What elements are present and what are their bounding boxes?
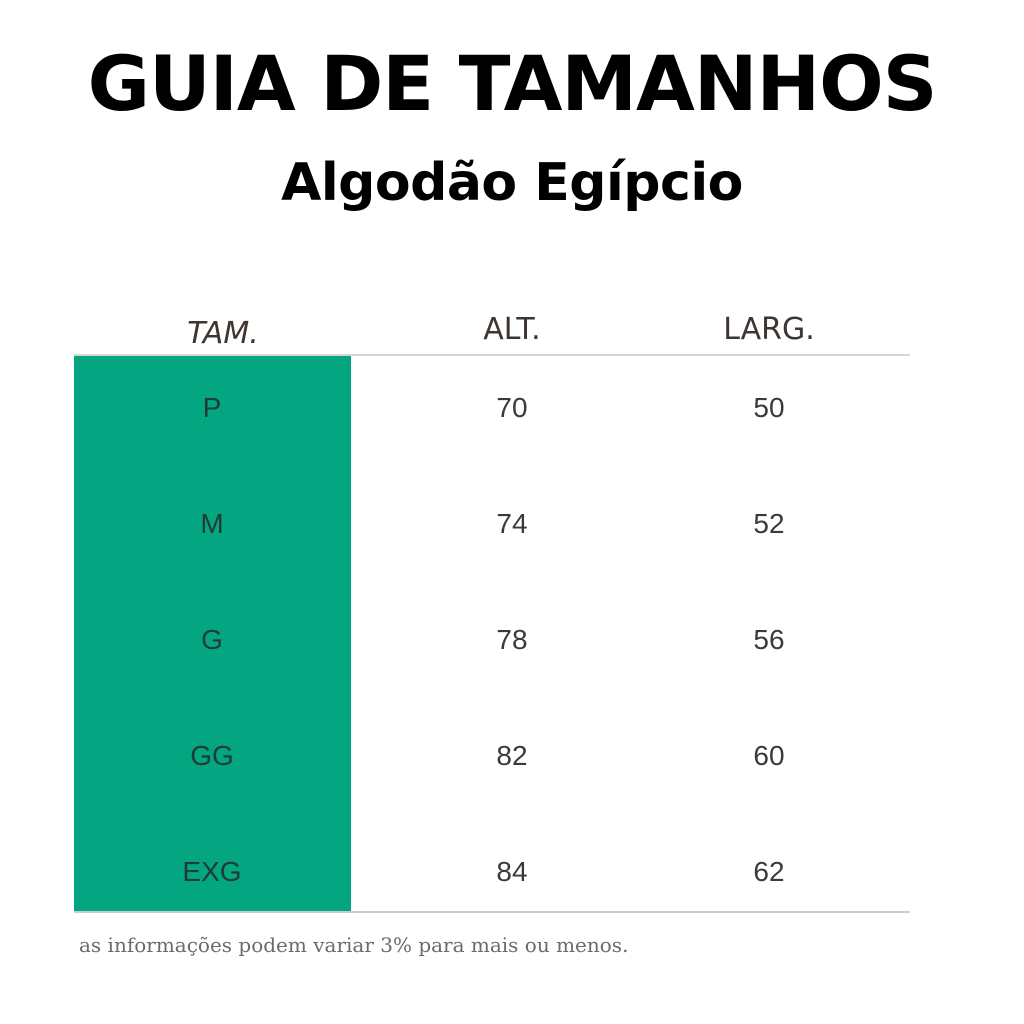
page-subtitle: Algodão Egípcio (281, 153, 743, 213)
height-cell: 78 (496, 624, 528, 655)
size-cell: P (202, 392, 222, 423)
height-cell: 70 (496, 392, 528, 423)
table-row: P 70 50 (74, 356, 910, 472)
page-title: GUIA DE TAMANHOS (87, 39, 938, 128)
width-cell: 52 (753, 508, 785, 539)
table-row: EXG 84 62 (74, 820, 910, 936)
table-header: TAM. ALT. LARG. (74, 300, 910, 354)
width-cell: 60 (753, 740, 785, 771)
height-cell: 84 (496, 856, 528, 887)
header-size: TAM. (187, 316, 259, 351)
width-cell: 50 (753, 392, 785, 423)
table-bottom-divider (74, 911, 910, 913)
width-cell: 56 (753, 624, 785, 655)
size-column-highlight (74, 356, 351, 912)
table-row: G 78 56 (74, 588, 910, 704)
table-row: M 74 52 (74, 472, 910, 588)
header-height: ALT. (483, 312, 541, 347)
header-divider (74, 354, 910, 356)
footnote: as informações podem variar 3% para mais… (79, 933, 629, 957)
size-cell: M (200, 508, 224, 539)
width-cell: 62 (753, 856, 785, 887)
table-row: GG 82 60 (74, 704, 910, 820)
height-cell: 74 (496, 508, 528, 539)
size-cell: G (201, 624, 223, 655)
table-body: P 70 50 M 74 52 G 78 56 GG 82 60 EXG 84 … (74, 356, 910, 936)
size-table: TAM. ALT. LARG. P 70 50 M 74 52 G 78 56 … (74, 300, 910, 914)
size-cell: GG (190, 740, 234, 771)
height-cell: 82 (496, 740, 528, 771)
header-width: LARG. (723, 312, 815, 347)
size-cell: EXG (182, 856, 242, 887)
